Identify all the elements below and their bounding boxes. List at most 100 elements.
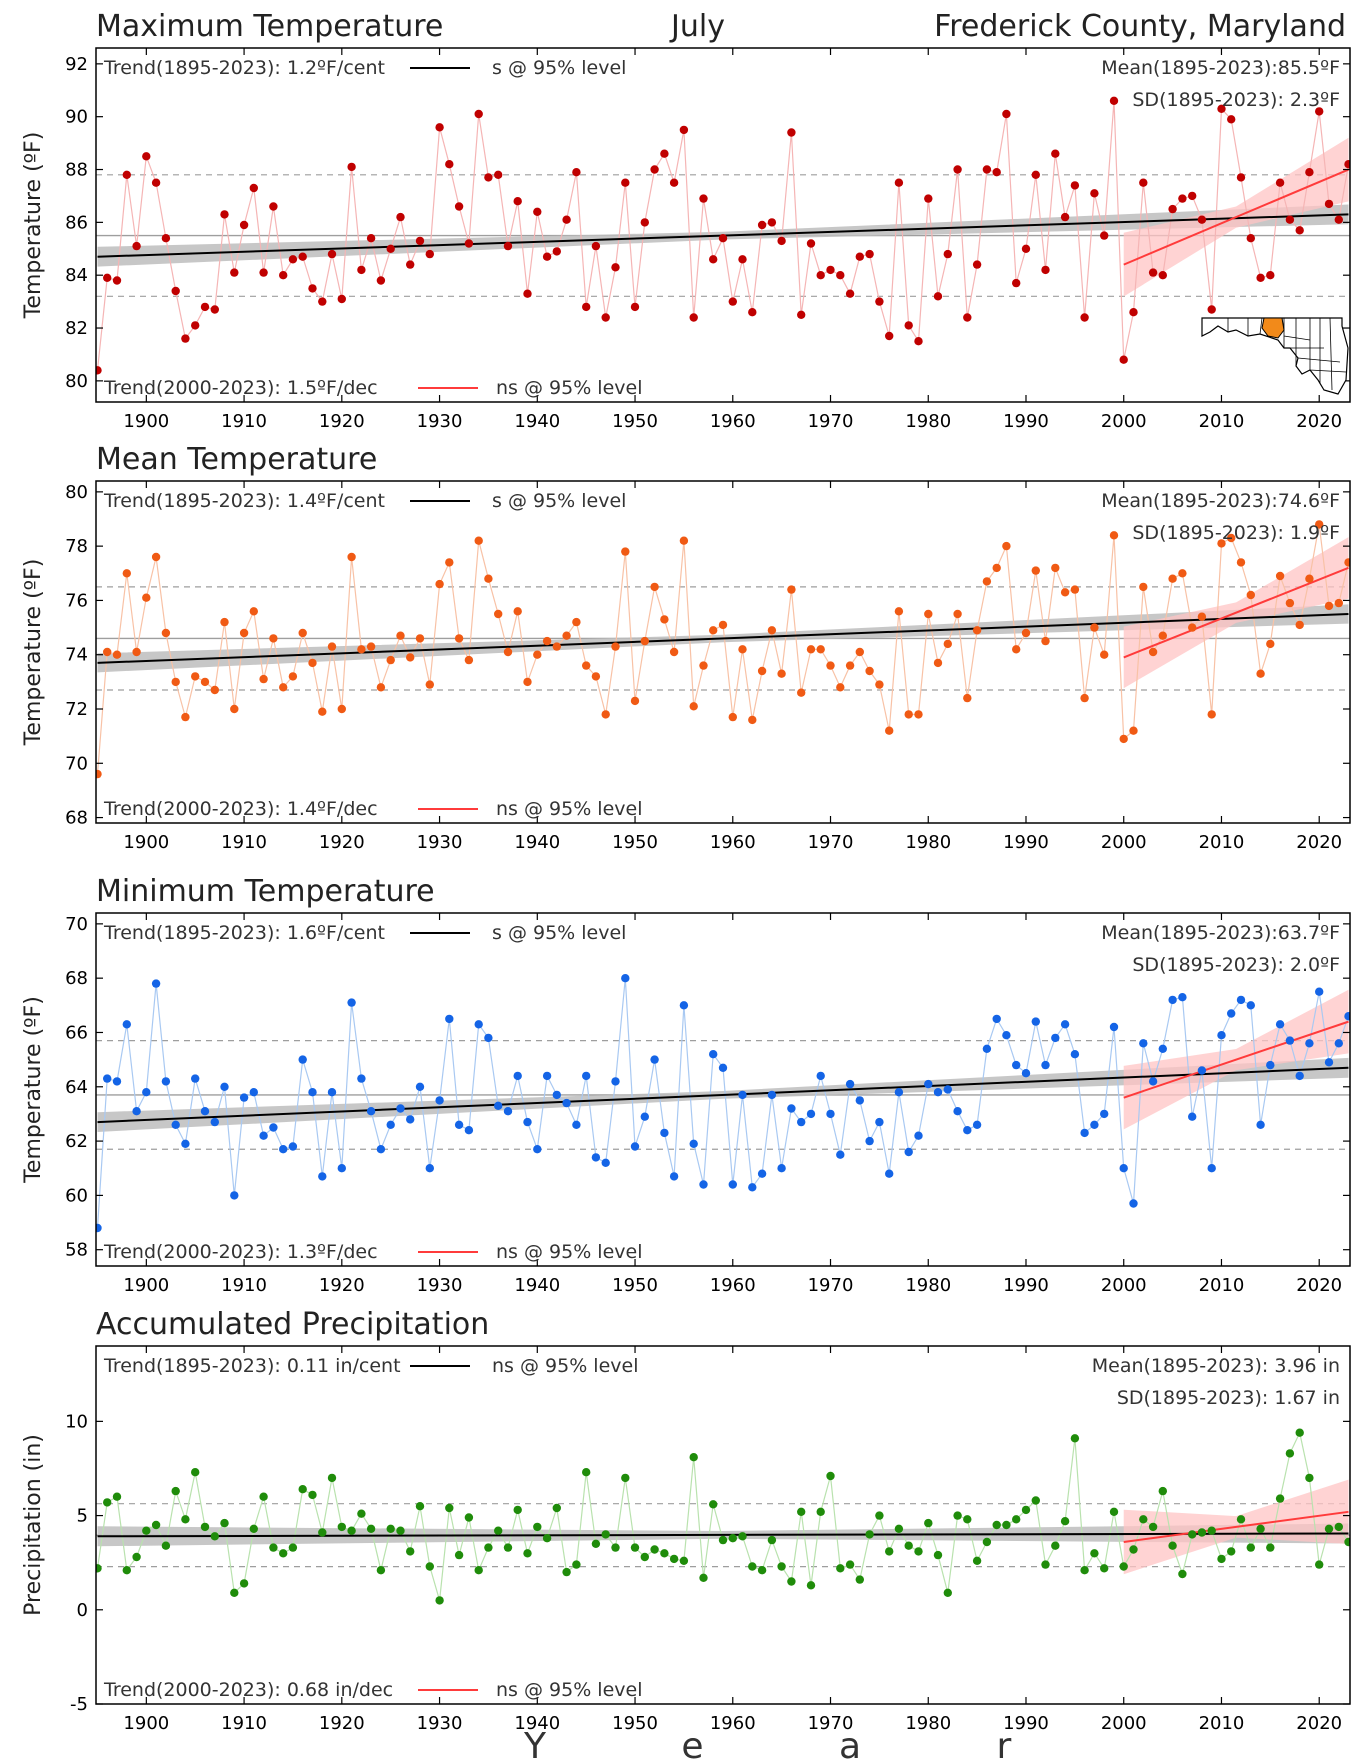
data-point xyxy=(1168,204,1177,214)
data-point xyxy=(533,1522,542,1532)
x-tick-label: 1920 xyxy=(319,411,365,432)
x-tick-label: 1970 xyxy=(808,832,854,853)
data-point xyxy=(259,1131,268,1140)
data-point xyxy=(777,1562,786,1571)
data-point xyxy=(660,149,669,158)
data-point xyxy=(425,1164,434,1173)
data-point xyxy=(1217,1031,1226,1040)
data-point xyxy=(425,249,434,259)
data-point xyxy=(337,704,346,714)
data-point xyxy=(132,241,141,251)
trend-line-2000-2023 xyxy=(1123,168,1349,266)
data-point xyxy=(748,1183,757,1192)
y-tick-label: 68 xyxy=(65,968,88,989)
data-point xyxy=(924,1518,933,1528)
data-point xyxy=(748,715,757,725)
data-point xyxy=(1041,1560,1050,1569)
data-point xyxy=(601,1530,610,1539)
data-point xyxy=(591,1539,601,1549)
data-point xyxy=(503,1107,513,1116)
data-point xyxy=(885,1169,894,1178)
x-tick-label: 1900 xyxy=(123,411,169,432)
data-point xyxy=(689,1453,698,1462)
data-point xyxy=(1207,1526,1216,1535)
data-point xyxy=(1256,273,1265,282)
data-point xyxy=(386,1524,395,1534)
data-point xyxy=(1012,645,1021,654)
data-point xyxy=(933,1088,943,1097)
x-tick-label: 2010 xyxy=(1199,832,1245,853)
data-point xyxy=(161,1541,171,1550)
trend-line-2000-2023 xyxy=(1123,566,1349,659)
data-point xyxy=(992,1520,1001,1530)
data-point xyxy=(611,263,620,272)
data-point xyxy=(1051,149,1060,158)
data-point xyxy=(122,170,131,179)
data-point xyxy=(552,642,561,651)
data-point xyxy=(621,178,630,187)
data-point xyxy=(239,1093,249,1102)
data-point xyxy=(836,683,845,692)
trend-recent-label: Trend(2000-2023): 1.5ºF/dec xyxy=(103,377,378,399)
data-point xyxy=(679,536,689,545)
x-tick-label: 2020 xyxy=(1296,832,1342,853)
data-point xyxy=(1207,710,1216,719)
data-point xyxy=(171,1120,180,1130)
data-point xyxy=(181,1139,190,1149)
data-point xyxy=(249,183,258,193)
plot-area xyxy=(96,96,1350,375)
data-point xyxy=(249,607,258,616)
data-point xyxy=(161,1077,171,1086)
data-point xyxy=(1285,598,1295,608)
data-point xyxy=(728,712,737,722)
y-axis-label: Temperature (ºF) xyxy=(21,559,46,747)
data-point xyxy=(816,645,825,654)
data-point xyxy=(103,1498,112,1507)
data-point xyxy=(748,1562,757,1571)
plot-frame xyxy=(95,912,1351,1267)
x-tick-label: 1920 xyxy=(319,1275,365,1296)
data-point xyxy=(963,1515,972,1524)
y-tick-label: 70 xyxy=(65,914,88,935)
data-point xyxy=(1305,168,1314,177)
data-point xyxy=(327,1088,337,1097)
data-point xyxy=(464,655,474,665)
trend-long-label: Trend(1895-2023): 0.11 in/cent xyxy=(103,1355,401,1377)
data-point xyxy=(298,1485,307,1494)
x-tick-label: 2000 xyxy=(1101,1713,1147,1734)
mean-label: Mean(1895-2023): 3.96 in xyxy=(1092,1355,1340,1377)
y-tick-label: 10 xyxy=(65,1411,88,1432)
data-point xyxy=(484,173,493,182)
data-point xyxy=(122,569,131,578)
data-point xyxy=(1236,173,1246,182)
data-point xyxy=(1168,574,1177,583)
data-point xyxy=(103,273,112,282)
panel-title: Maximum Temperature xyxy=(96,9,443,44)
plot-frame xyxy=(95,1345,1351,1705)
data-point xyxy=(1246,234,1256,243)
data-point xyxy=(699,194,708,203)
data-point xyxy=(230,704,239,714)
x-tick-label: 2000 xyxy=(1101,832,1147,853)
data-point xyxy=(210,1117,219,1127)
data-point xyxy=(484,574,493,583)
data-point xyxy=(1344,1537,1350,1547)
data-point xyxy=(1070,585,1080,594)
plot-area xyxy=(96,520,1350,779)
x-tick-label: 1980 xyxy=(905,832,951,853)
data-point xyxy=(386,655,395,665)
y-tick-label: 5 xyxy=(77,1506,88,1527)
data-point xyxy=(1031,566,1041,575)
data-point xyxy=(1021,1505,1031,1515)
data-point xyxy=(171,1486,180,1496)
data-point xyxy=(1178,1569,1187,1579)
data-point xyxy=(1109,1022,1119,1032)
data-point xyxy=(1324,199,1334,209)
data-point xyxy=(767,1090,777,1100)
y-tick-label: 92 xyxy=(65,54,88,75)
data-point xyxy=(1060,212,1070,222)
x-tick-label: 1900 xyxy=(123,832,169,853)
trend-long-label: Trend(1895-2023): 1.6ºF/cent xyxy=(103,922,385,944)
data-point xyxy=(1246,1001,1256,1010)
data-point xyxy=(836,271,845,280)
